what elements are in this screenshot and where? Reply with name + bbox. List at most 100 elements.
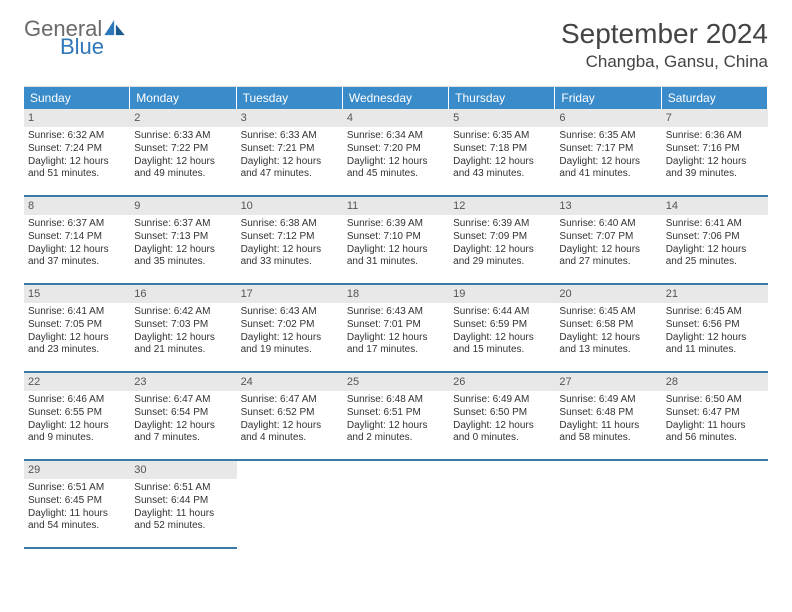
day-cell: 14Sunrise: 6:41 AMSunset: 7:06 PMDayligh…	[662, 197, 768, 285]
sunrise-text: Sunrise: 6:40 AM	[559, 218, 657, 231]
sunset-text: Sunset: 6:55 PM	[28, 407, 126, 420]
sunset-text: Sunset: 7:17 PM	[559, 143, 657, 156]
day-cell: 4Sunrise: 6:34 AMSunset: 7:20 PMDaylight…	[343, 109, 449, 197]
day-number: 11	[343, 197, 449, 215]
sunrise-text: Sunrise: 6:41 AM	[28, 306, 126, 319]
sunset-text: Sunset: 7:03 PM	[134, 319, 232, 332]
daylight-text: Daylight: 12 hours and 39 minutes.	[666, 156, 764, 182]
day-cell: 21Sunrise: 6:45 AMSunset: 6:56 PMDayligh…	[662, 285, 768, 373]
empty-cell	[237, 461, 343, 549]
daylight-text: Daylight: 12 hours and 15 minutes.	[453, 332, 551, 358]
sunrise-text: Sunrise: 6:50 AM	[666, 394, 764, 407]
day-number: 14	[662, 197, 768, 215]
day-cell: 25 Sunrise: 6:48 AMSunset: 6:51 PMDayligh…	[343, 373, 449, 461]
sunset-text: Sunset: 6:59 PM	[453, 319, 551, 332]
dayhead-monday: Monday	[130, 87, 236, 109]
day-number: 30	[130, 461, 236, 479]
sunset-text: Sunset: 7:10 PM	[347, 231, 445, 244]
daylight-text: Daylight: 12 hours and 47 minutes.	[241, 156, 339, 182]
sunrise-text: Sunrise: 6:45 AM	[666, 306, 764, 319]
daylight-text: Daylight: 12 hours and 43 minutes.	[453, 156, 551, 182]
day-cell: 20 Sunrise: 6:45 AMSunset: 6:58 PMDayligh…	[555, 285, 661, 373]
day-number: 15	[24, 285, 130, 303]
daylight-text: Daylight: 12 hours and 2 minutes.	[347, 420, 445, 446]
day-cell: 9Sunrise: 6:37 AMSunset: 7:13 PMDaylight…	[130, 197, 236, 285]
daylight-text: Daylight: 12 hours and 49 minutes.	[134, 156, 232, 182]
dayhead-tuesday: Tuesday	[237, 87, 343, 109]
daylight-text: Daylight: 12 hours and 19 minutes.	[241, 332, 339, 358]
daylight-text: Daylight: 12 hours and 31 minutes.	[347, 244, 445, 270]
sunrise-text: Sunrise: 6:43 AM	[241, 306, 339, 319]
sunset-text: Sunset: 7:21 PM	[241, 143, 339, 156]
day-number: 21	[662, 285, 768, 303]
day-cell: 11Sunrise: 6:39 AMSunset: 7:10 PMDayligh…	[343, 197, 449, 285]
day-number: 12	[449, 197, 555, 215]
dayhead-saturday: Saturday	[662, 87, 768, 109]
sunset-text: Sunset: 7:14 PM	[28, 231, 126, 244]
sunset-text: Sunset: 6:47 PM	[666, 407, 764, 420]
sunset-text: Sunset: 7:16 PM	[666, 143, 764, 156]
sunrise-text: Sunrise: 6:37 AM	[28, 218, 126, 231]
daylight-text: Daylight: 12 hours and 23 minutes.	[28, 332, 126, 358]
sunset-text: Sunset: 7:09 PM	[453, 231, 551, 244]
sunrise-text: Sunrise: 6:39 AM	[453, 218, 551, 231]
day-cell: 7 Sunrise: 6:36 AMSunset: 7:16 PMDaylight…	[662, 109, 768, 197]
sunset-text: Sunset: 7:12 PM	[241, 231, 339, 244]
daylight-text: Daylight: 11 hours and 54 minutes.	[28, 508, 126, 534]
day-number: 16	[130, 285, 236, 303]
sunset-text: Sunset: 6:52 PM	[241, 407, 339, 420]
day-cell: 1Sunrise: 6:32 AMSunset: 7:24 PMDaylight…	[24, 109, 130, 197]
day-number: 25	[343, 373, 449, 391]
sunrise-text: Sunrise: 6:42 AM	[134, 306, 232, 319]
day-number: 26	[449, 373, 555, 391]
sunset-text: Sunset: 6:48 PM	[559, 407, 657, 420]
empty-cell	[555, 461, 661, 549]
day-number: 28	[662, 373, 768, 391]
logo: General Blue	[24, 18, 126, 58]
daylight-text: Daylight: 12 hours and 27 minutes.	[559, 244, 657, 270]
daylight-text: Daylight: 12 hours and 51 minutes.	[28, 156, 126, 182]
day-number: 4	[343, 109, 449, 127]
day-number: 18	[343, 285, 449, 303]
daylight-text: Daylight: 12 hours and 25 minutes.	[666, 244, 764, 270]
sunrise-text: Sunrise: 6:43 AM	[347, 306, 445, 319]
daylight-text: Daylight: 12 hours and 37 minutes.	[28, 244, 126, 270]
sunrise-text: Sunrise: 6:51 AM	[28, 482, 126, 495]
daylight-text: Daylight: 11 hours and 52 minutes.	[134, 508, 232, 534]
sunrise-text: Sunrise: 6:36 AM	[666, 130, 764, 143]
sunset-text: Sunset: 7:20 PM	[347, 143, 445, 156]
sunset-text: Sunset: 6:54 PM	[134, 407, 232, 420]
sunrise-text: Sunrise: 6:46 AM	[28, 394, 126, 407]
daylight-text: Daylight: 12 hours and 29 minutes.	[453, 244, 551, 270]
sunset-text: Sunset: 6:51 PM	[347, 407, 445, 420]
sunrise-text: Sunrise: 6:45 AM	[559, 306, 657, 319]
day-cell: 26Sunrise: 6:49 AMSunset: 6:50 PMDayligh…	[449, 373, 555, 461]
sunset-text: Sunset: 7:07 PM	[559, 231, 657, 244]
day-cell: 5Sunrise: 6:35 AMSunset: 7:18 PMDaylight…	[449, 109, 555, 197]
day-number: 2	[130, 109, 236, 127]
day-cell: 27Sunrise: 6:49 AMSunset: 6:48 PMDayligh…	[555, 373, 661, 461]
day-number: 13	[555, 197, 661, 215]
day-number: 5	[449, 109, 555, 127]
day-cell: 28Sunrise: 6:50 AMSunset: 6:47 PMDayligh…	[662, 373, 768, 461]
empty-cell	[662, 461, 768, 549]
day-cell: 17Sunrise: 6:43 AMSunset: 7:02 PMDayligh…	[237, 285, 343, 373]
location: Changba, Gansu, China	[561, 52, 768, 72]
day-cell: 2Sunrise: 6:33 AMSunset: 7:22 PMDaylight…	[130, 109, 236, 197]
day-cell: 22Sunrise: 6:46 AMSunset: 6:55 PMDayligh…	[24, 373, 130, 461]
daylight-text: Daylight: 12 hours and 21 minutes.	[134, 332, 232, 358]
daylight-text: Daylight: 12 hours and 13 minutes.	[559, 332, 657, 358]
empty-cell	[343, 461, 449, 549]
sunrise-text: Sunrise: 6:49 AM	[559, 394, 657, 407]
sunrise-text: Sunrise: 6:48 AM	[347, 394, 445, 407]
day-number: 7	[662, 109, 768, 127]
day-number: 20	[555, 285, 661, 303]
sunrise-text: Sunrise: 6:35 AM	[559, 130, 657, 143]
day-number: 17	[237, 285, 343, 303]
sunrise-text: Sunrise: 6:34 AM	[347, 130, 445, 143]
sunset-text: Sunset: 7:18 PM	[453, 143, 551, 156]
sunrise-text: Sunrise: 6:32 AM	[28, 130, 126, 143]
sunset-text: Sunset: 6:44 PM	[134, 495, 232, 508]
logo-word2: Blue	[60, 36, 126, 58]
sunset-text: Sunset: 6:58 PM	[559, 319, 657, 332]
